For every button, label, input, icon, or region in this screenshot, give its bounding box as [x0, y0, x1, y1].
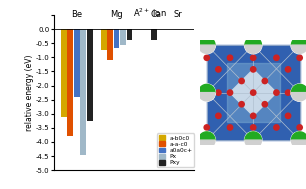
Circle shape — [285, 89, 291, 96]
Polygon shape — [199, 93, 215, 101]
Circle shape — [261, 78, 268, 84]
Circle shape — [291, 36, 306, 54]
Bar — [120, 29, 126, 45]
Text: Be: Be — [71, 10, 82, 19]
Bar — [107, 29, 113, 60]
Bar — [227, 63, 280, 122]
Text: Sr: Sr — [174, 10, 182, 19]
Text: Ca: Ca — [151, 10, 162, 19]
Bar — [67, 29, 73, 136]
Circle shape — [285, 112, 291, 119]
Circle shape — [250, 112, 257, 119]
Circle shape — [250, 54, 257, 61]
Polygon shape — [199, 37, 215, 45]
Circle shape — [296, 124, 303, 131]
Bar — [151, 29, 157, 40]
Circle shape — [244, 132, 262, 149]
Y-axis label: relative energy (eV): relative energy (eV) — [25, 54, 34, 131]
Polygon shape — [291, 140, 306, 148]
Circle shape — [227, 89, 233, 96]
Bar — [74, 29, 80, 97]
Circle shape — [215, 112, 222, 119]
Polygon shape — [199, 84, 215, 93]
Polygon shape — [291, 37, 306, 45]
Circle shape — [238, 101, 245, 108]
Circle shape — [261, 101, 268, 108]
Circle shape — [227, 54, 233, 61]
Bar — [80, 29, 86, 155]
Circle shape — [273, 124, 280, 131]
Polygon shape — [230, 69, 276, 116]
Circle shape — [215, 89, 222, 96]
Polygon shape — [245, 140, 261, 148]
Polygon shape — [291, 93, 306, 101]
Bar — [207, 45, 300, 140]
Circle shape — [215, 66, 222, 73]
Circle shape — [273, 54, 280, 61]
Bar — [61, 29, 67, 117]
Polygon shape — [245, 45, 261, 53]
Text: Mg: Mg — [110, 10, 123, 19]
Circle shape — [198, 84, 215, 101]
Circle shape — [198, 132, 215, 149]
Circle shape — [250, 89, 257, 96]
Polygon shape — [245, 37, 261, 45]
Bar — [87, 29, 92, 121]
Circle shape — [250, 66, 257, 73]
Circle shape — [198, 36, 215, 54]
Circle shape — [227, 124, 233, 131]
Circle shape — [273, 89, 280, 96]
Polygon shape — [245, 132, 261, 140]
Polygon shape — [199, 140, 215, 148]
Polygon shape — [291, 45, 306, 53]
Circle shape — [291, 84, 306, 101]
Circle shape — [244, 36, 262, 54]
Circle shape — [238, 78, 245, 84]
Bar — [126, 29, 132, 40]
Circle shape — [203, 124, 210, 131]
Circle shape — [291, 132, 306, 149]
Circle shape — [296, 54, 303, 61]
Bar — [101, 29, 106, 50]
Circle shape — [203, 54, 210, 61]
Circle shape — [250, 124, 257, 131]
Polygon shape — [291, 84, 306, 93]
Polygon shape — [291, 132, 306, 140]
Legend: a-b0c0, a-a-c0, a0a0c+, Px, Pxy: a-b0c0, a-a-c0, a0a0c+, Px, Pxy — [157, 133, 194, 167]
Polygon shape — [199, 132, 215, 140]
Bar — [114, 29, 119, 47]
Circle shape — [285, 66, 291, 73]
Polygon shape — [199, 45, 215, 53]
Text: A$^{2+}$ ion: A$^{2+}$ ion — [133, 7, 167, 19]
